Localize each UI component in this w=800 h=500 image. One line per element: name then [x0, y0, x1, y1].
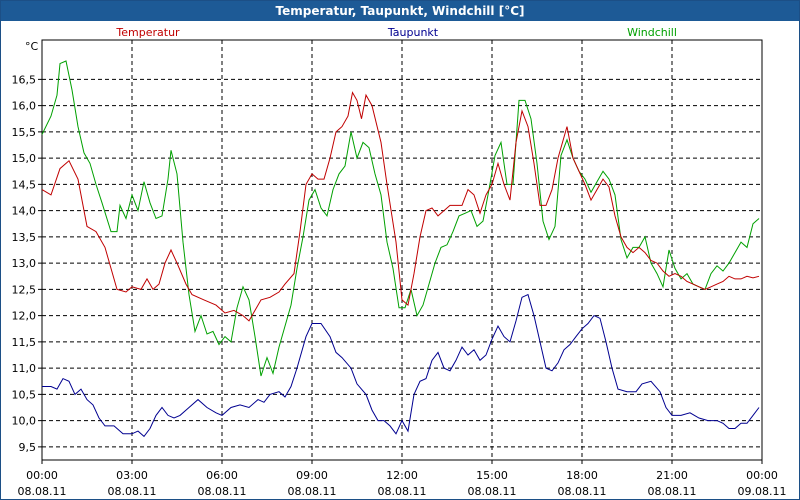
axes: 9,5 10,0 10,5 11,0 11,5 12,0 12,5 13,0 13,5 14,0 1… [12, 73, 787, 498]
series-line-temperatur [41, 91, 760, 322]
x-tick-date-label: 08.08.11 [378, 485, 427, 498]
y-tick-label: 12,0 [12, 310, 37, 323]
x-tick-time-label: 03:00 [116, 469, 148, 482]
x-tick-date-label: 08.08.11 [108, 485, 157, 498]
legend: Temperatur Taupunkt Windchill [115, 26, 677, 39]
x-tick-time-label: 00:00 [26, 469, 58, 482]
x-tick-time-label: 15:00 [476, 469, 508, 482]
x-tick-time-label: 00:00 [746, 469, 778, 482]
y-tick-label: 16,5 [12, 73, 37, 86]
legend-windchill: Windchill [627, 26, 677, 39]
x-tick-date-label: 08.08.11 [558, 485, 607, 498]
y-tick-label: 14,0 [12, 205, 37, 218]
x-tick-date-label: 08.08.11 [288, 485, 337, 498]
y-tick-label: 15,5 [12, 126, 37, 139]
x-tick-date-label: 08.08.11 [648, 485, 697, 498]
series-lines [41, 60, 760, 438]
y-tick-label: 16,0 [12, 100, 37, 113]
y-tick-label: 11,5 [12, 336, 37, 349]
legend-temperatur: Temperatur [115, 26, 180, 39]
series-line-windchill [41, 60, 760, 377]
x-tick-date-label: 08.08.11 [198, 485, 247, 498]
y-tick-label: 10,5 [12, 388, 37, 401]
legend-taupunkt: Taupunkt [387, 26, 439, 39]
x-tick-date-label: 08.08.11 [468, 485, 517, 498]
y-tick-label: 13,5 [12, 231, 37, 244]
x-tick-time-label: 18:00 [566, 469, 598, 482]
y-tick-label: 15,0 [12, 152, 37, 165]
chart-title: Temperatur, Taupunkt, Windchill [°C] [1, 1, 799, 21]
y-tick-label: 14,5 [12, 178, 37, 191]
x-tick-date-label: 09.08.11 [738, 485, 787, 498]
y-axis-unit-label: °C [25, 40, 39, 53]
x-tick-time-label: 06:00 [206, 469, 238, 482]
y-tick-label: 10,0 [12, 415, 37, 428]
series-line-taupunkt [42, 293, 760, 438]
x-tick-date-label: 08.08.11 [18, 485, 67, 498]
x-tick-time-label: 12:00 [386, 469, 418, 482]
y-tick-label: 12,5 [12, 283, 37, 296]
grid [42, 40, 762, 460]
x-tick-time-label: 21:00 [656, 469, 688, 482]
y-tick-label: 11,0 [12, 362, 37, 375]
x-tick-time-label: 09:00 [296, 469, 328, 482]
y-tick-label: 13,0 [12, 257, 37, 270]
y-tick-label: 9,5 [19, 441, 37, 454]
